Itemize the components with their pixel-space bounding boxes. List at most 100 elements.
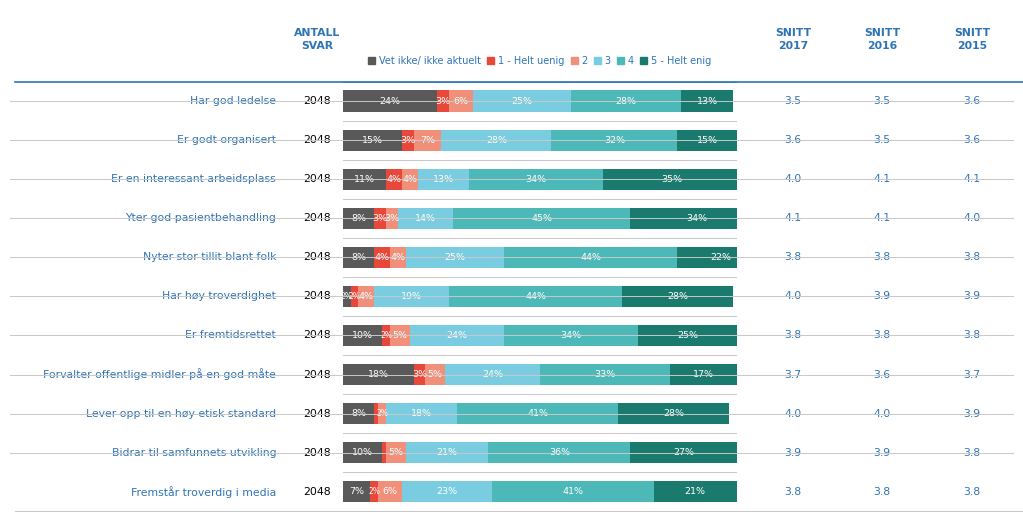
Text: 3.9: 3.9 bbox=[874, 291, 890, 301]
Text: 3.8: 3.8 bbox=[874, 252, 890, 262]
Text: 2048: 2048 bbox=[303, 330, 331, 340]
Bar bbox=[343, 442, 383, 463]
Bar bbox=[379, 403, 386, 424]
Text: 34%: 34% bbox=[525, 175, 546, 184]
Text: 15%: 15% bbox=[697, 136, 717, 145]
Bar bbox=[343, 169, 386, 190]
Text: 13%: 13% bbox=[433, 175, 454, 184]
Text: 13%: 13% bbox=[697, 97, 717, 106]
Bar bbox=[386, 208, 398, 229]
Text: 3.5: 3.5 bbox=[874, 96, 890, 106]
Text: 28%: 28% bbox=[667, 292, 688, 301]
Text: 3.8: 3.8 bbox=[874, 486, 890, 496]
Bar bbox=[343, 91, 437, 112]
Text: 5%: 5% bbox=[392, 331, 407, 340]
Bar bbox=[386, 169, 402, 190]
Bar bbox=[504, 247, 677, 268]
Bar bbox=[492, 481, 654, 502]
Text: 4.0: 4.0 bbox=[785, 408, 801, 418]
Text: 8%: 8% bbox=[351, 409, 366, 418]
Text: 3.7: 3.7 bbox=[964, 369, 980, 379]
Bar bbox=[374, 403, 379, 424]
Bar bbox=[390, 325, 409, 346]
Text: 2%: 2% bbox=[349, 292, 360, 301]
Bar bbox=[343, 208, 374, 229]
Bar bbox=[351, 286, 358, 307]
Text: 6%: 6% bbox=[383, 487, 398, 496]
Text: Nyter stor tillit blant folk: Nyter stor tillit blant folk bbox=[143, 252, 276, 262]
Bar bbox=[402, 481, 492, 502]
Bar bbox=[383, 442, 386, 463]
Bar bbox=[409, 325, 504, 346]
Text: 11%: 11% bbox=[354, 175, 374, 184]
Bar bbox=[445, 364, 540, 385]
Text: 17%: 17% bbox=[693, 370, 714, 379]
Text: 7%: 7% bbox=[349, 487, 364, 496]
Text: 21%: 21% bbox=[684, 487, 706, 496]
Text: 4.1: 4.1 bbox=[874, 213, 890, 223]
Bar bbox=[630, 208, 764, 229]
Text: 28%: 28% bbox=[616, 97, 636, 106]
Text: 14%: 14% bbox=[415, 214, 436, 223]
Text: 2048: 2048 bbox=[303, 96, 331, 106]
Text: 41%: 41% bbox=[563, 487, 583, 496]
Bar bbox=[677, 247, 764, 268]
Text: 2048: 2048 bbox=[303, 486, 331, 496]
Text: 2%: 2% bbox=[381, 331, 392, 340]
Text: 10%: 10% bbox=[352, 448, 373, 457]
Text: 35%: 35% bbox=[661, 175, 682, 184]
Bar bbox=[402, 169, 417, 190]
Bar bbox=[413, 130, 441, 151]
Bar bbox=[343, 286, 351, 307]
Text: Er en interessant arbeidsplass: Er en interessant arbeidsplass bbox=[112, 174, 276, 184]
Bar bbox=[654, 481, 737, 502]
Text: 2%: 2% bbox=[341, 292, 353, 301]
Text: 3.7: 3.7 bbox=[785, 369, 801, 379]
Bar bbox=[441, 130, 551, 151]
Text: 3%: 3% bbox=[385, 214, 400, 223]
Text: 10%: 10% bbox=[352, 331, 373, 340]
Text: 2048: 2048 bbox=[303, 369, 331, 379]
Text: 3%: 3% bbox=[412, 370, 427, 379]
Text: 3.6: 3.6 bbox=[874, 369, 890, 379]
Text: 2048: 2048 bbox=[303, 408, 331, 418]
Bar bbox=[453, 208, 630, 229]
Text: 4.0: 4.0 bbox=[964, 213, 980, 223]
Text: 3.9: 3.9 bbox=[964, 291, 980, 301]
Text: 25%: 25% bbox=[444, 253, 465, 262]
Text: 19%: 19% bbox=[401, 292, 422, 301]
Text: 2048: 2048 bbox=[303, 135, 331, 145]
Text: 3.8: 3.8 bbox=[874, 330, 890, 340]
Bar bbox=[469, 169, 603, 190]
Text: 3.8: 3.8 bbox=[964, 447, 980, 457]
Text: 3.8: 3.8 bbox=[785, 330, 801, 340]
Text: 2%: 2% bbox=[368, 487, 381, 496]
Text: 2048: 2048 bbox=[303, 447, 331, 457]
Bar bbox=[370, 481, 379, 502]
Text: 4%: 4% bbox=[387, 175, 401, 184]
Text: 18%: 18% bbox=[411, 409, 432, 418]
Text: 3%: 3% bbox=[372, 214, 388, 223]
Bar bbox=[681, 91, 732, 112]
Bar bbox=[343, 481, 370, 502]
Bar bbox=[437, 91, 449, 112]
Text: 2048: 2048 bbox=[303, 213, 331, 223]
Text: Fremstår troverdig i media: Fremstår troverdig i media bbox=[131, 486, 276, 497]
Text: 15%: 15% bbox=[362, 136, 383, 145]
Text: 3.6: 3.6 bbox=[964, 96, 980, 106]
Bar bbox=[390, 247, 406, 268]
Text: 4%: 4% bbox=[374, 253, 390, 262]
Text: ANTALL
SVAR: ANTALL SVAR bbox=[294, 28, 341, 51]
Text: 28%: 28% bbox=[486, 136, 506, 145]
Text: 3.8: 3.8 bbox=[964, 252, 980, 262]
Bar bbox=[406, 247, 504, 268]
Bar bbox=[386, 403, 457, 424]
Bar bbox=[343, 403, 374, 424]
Text: 3.8: 3.8 bbox=[964, 330, 980, 340]
Bar bbox=[449, 91, 473, 112]
Text: 23%: 23% bbox=[437, 487, 457, 496]
Bar bbox=[571, 91, 681, 112]
Text: 2048: 2048 bbox=[303, 291, 331, 301]
Text: 25%: 25% bbox=[677, 331, 698, 340]
Text: 4%: 4% bbox=[359, 292, 373, 301]
